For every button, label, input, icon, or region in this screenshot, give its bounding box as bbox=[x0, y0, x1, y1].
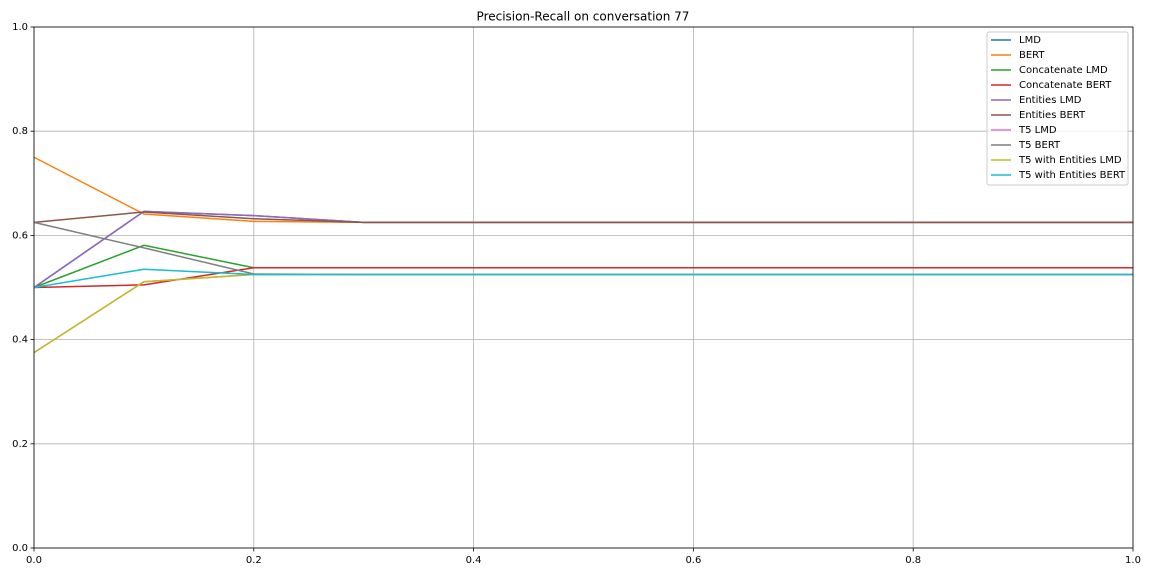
y-tick-label: 0.0 bbox=[12, 543, 28, 554]
x-tick-label: 0.4 bbox=[466, 555, 482, 566]
legend-label: LMD bbox=[1019, 35, 1041, 46]
plot-frame bbox=[33, 26, 1134, 549]
chart-title: Precision-Recall on conversation 77 bbox=[477, 10, 690, 24]
y-tick-label: 1.0 bbox=[12, 22, 28, 33]
line-series bbox=[33, 211, 1133, 224]
legend-label: Concatenate BERT bbox=[1019, 80, 1112, 91]
legend-box bbox=[986, 31, 1129, 186]
y-tick-label: 0.8 bbox=[12, 126, 28, 137]
line-series bbox=[33, 221, 1133, 276]
line-series bbox=[33, 273, 1133, 354]
legend-label: Entities LMD bbox=[1019, 95, 1082, 106]
y-tick-label: 0.6 bbox=[12, 230, 28, 241]
legend-label: T5 with Entities LMD bbox=[1018, 155, 1122, 166]
legend-label: T5 with Entities BERT bbox=[1018, 170, 1126, 181]
legend-label: Concatenate LMD bbox=[1019, 65, 1108, 76]
y-tick-label: 0.4 bbox=[12, 335, 28, 346]
legend-label: T5 LMD bbox=[1018, 125, 1057, 136]
x-tick-label: 0.2 bbox=[246, 555, 262, 566]
legend-label: T5 BERT bbox=[1018, 140, 1061, 151]
line-series bbox=[33, 273, 1133, 354]
x-tick-label: 0.0 bbox=[26, 555, 42, 566]
legend-label: BERT bbox=[1019, 50, 1045, 61]
x-tick-label: 0.8 bbox=[905, 555, 921, 566]
x-tick-label: 0.6 bbox=[685, 555, 701, 566]
line-series bbox=[33, 244, 1133, 289]
line-series bbox=[33, 268, 1133, 289]
x-tick-label: 1.0 bbox=[1125, 555, 1141, 566]
y-tick-label: 0.2 bbox=[12, 439, 28, 450]
line-series bbox=[33, 156, 1133, 224]
legend-label: Entities BERT bbox=[1019, 110, 1086, 121]
